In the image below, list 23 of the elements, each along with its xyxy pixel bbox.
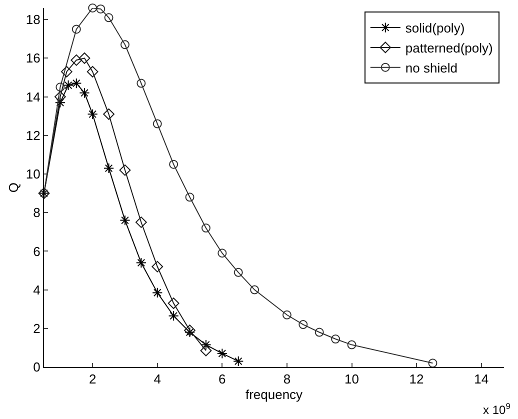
x-tick-label: 14 [474,372,489,387]
x-tick-label: 6 [218,372,226,387]
x-tick-label: 4 [154,372,161,387]
y-tick-label: 8 [33,205,40,220]
y-tick-label: 14 [26,89,40,104]
legend-label: solid(poly) [405,20,465,36]
legend-label: no shield [405,60,458,76]
x-tick-label: 2 [88,372,96,387]
x-axis-title: frequency [245,387,304,402]
legend-label: patterned(poly) [405,40,493,56]
y-tick-label: 0 [33,360,40,375]
y-tick-label: 12 [26,128,40,143]
y-tick-label: 2 [33,320,40,336]
x-tick-label: 8 [283,372,291,387]
y-tick-label: 18 [26,12,40,28]
y-tick-label: 16 [26,50,40,66]
x-tick-label: 10 [344,372,359,387]
x-tick-label: 12 [409,372,424,387]
text: x 10$^{9}$ [483,401,511,418]
y-axis-title: Q [6,182,21,193]
y-tick-label: 4 [33,282,40,298]
y-tick-label: 6 [33,244,40,259]
y-tick-label: 10 [26,166,40,182]
